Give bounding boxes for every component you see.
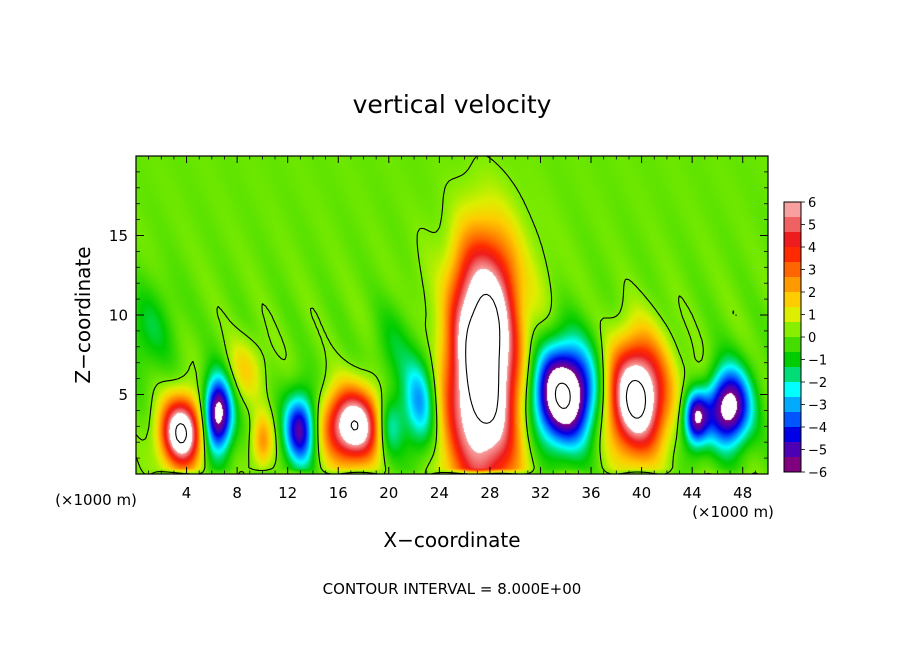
- colorbar-label: 1: [808, 309, 816, 324]
- x-tick-label: 32: [531, 484, 550, 502]
- colorbar-label: −3: [808, 399, 827, 414]
- x-tick-label: 4: [182, 484, 192, 502]
- colorbar-label: 4: [808, 241, 816, 256]
- x-tick-label: 20: [379, 484, 398, 502]
- x-tick-label: 24: [430, 484, 449, 502]
- x-tick-label: 12: [278, 484, 297, 502]
- colorbar-swatch: [784, 247, 801, 263]
- colorbar-swatch: [784, 337, 801, 353]
- colorbar-swatch: [784, 367, 801, 383]
- colorbar-label: 6: [808, 196, 816, 211]
- colorbar-swatch: [784, 457, 801, 473]
- x-axis: 4 8 12 16 20 24 28 32 36 40 44 48: [148, 156, 756, 502]
- contour-line: [135, 155, 759, 475]
- colorbar-swatch: [784, 202, 801, 218]
- x-tick-label: 36: [581, 484, 600, 502]
- contour-line: [175, 293, 647, 444]
- y-axis: 5 10 15: [109, 171, 768, 459]
- colorbar-label: −4: [808, 421, 827, 436]
- contour-lines: [135, 155, 759, 475]
- contour-interval-note: CONTOUR INTERVAL = 8.000E+00: [323, 580, 582, 598]
- x-tick-label: 44: [683, 484, 702, 502]
- y-axis-label: Z−coordinate: [71, 246, 95, 383]
- colorbar-label: 0: [808, 331, 816, 346]
- y-tick-label: 10: [109, 307, 128, 325]
- colorbar-swatch: [784, 322, 801, 338]
- colorbar-swatch: [784, 382, 801, 398]
- colorbar-swatch: [784, 427, 801, 443]
- colorbar-label: −1: [808, 354, 827, 369]
- colorbar-swatch: [784, 232, 801, 248]
- colorbar-swatch: [784, 352, 801, 368]
- y-tick-label: 5: [118, 386, 128, 404]
- colorbar-swatch: [784, 217, 801, 233]
- colorbar-swatch: [784, 397, 801, 413]
- x-unit-right: (×1000 m): [692, 503, 774, 521]
- y-tick-label: 15: [109, 227, 128, 245]
- x-tick-label: 16: [329, 484, 348, 502]
- x-tick-label: 8: [232, 484, 242, 502]
- colorbar-swatch: [784, 262, 801, 278]
- colorbar-swatch: [784, 412, 801, 428]
- colorbar-label: −6: [808, 466, 827, 481]
- colorbar-label: −2: [808, 376, 827, 391]
- x-axis-label: X−coordinate: [383, 528, 520, 552]
- x-unit-left: (×1000 m): [55, 491, 137, 509]
- colorbar-swatch: [784, 442, 801, 458]
- x-tick-label: 48: [733, 484, 752, 502]
- colorbar-label: 5: [808, 219, 816, 234]
- colorbar-label: 2: [808, 286, 816, 301]
- x-tick-label: 40: [632, 484, 651, 502]
- chart-title: vertical velocity: [353, 90, 552, 119]
- heatmap-field: [136, 156, 768, 474]
- colorbar-swatch: [784, 277, 801, 293]
- colorbar-swatch: [784, 307, 801, 323]
- colorbar-swatch: [784, 292, 801, 308]
- plot-area: [135, 155, 769, 475]
- colorbar: 6 5 4 3 2 1 0 −1 −2 −3 −4 −5 −6: [783, 196, 827, 481]
- colorbar-label: −5: [808, 444, 827, 459]
- colorbar-label: 3: [808, 264, 816, 279]
- contour-line: [554, 382, 571, 409]
- x-tick-label: 28: [480, 484, 499, 502]
